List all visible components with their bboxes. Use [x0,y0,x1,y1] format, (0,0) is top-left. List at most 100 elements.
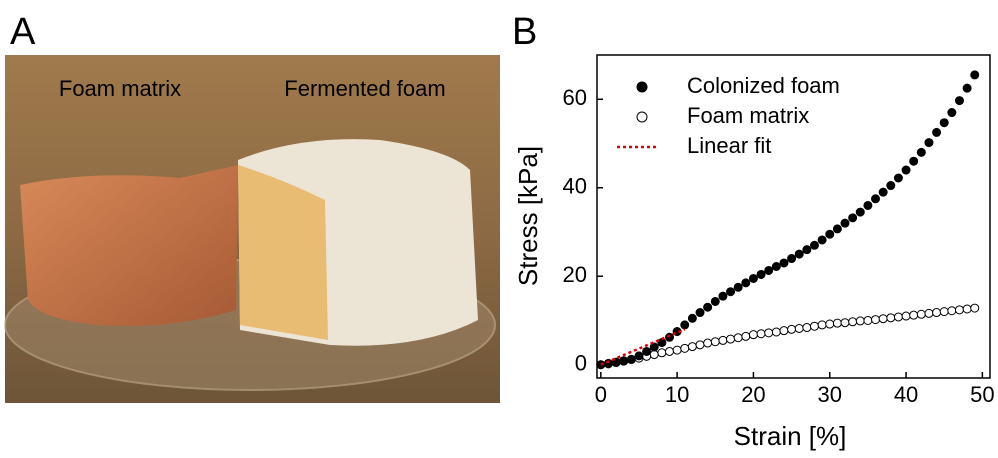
data-point [672,345,682,355]
y-tick-label: 40 [563,174,587,199]
data-point [695,308,705,318]
data-point [619,356,629,366]
data-point [634,351,644,361]
y-tick-label: 20 [563,262,587,287]
data-point [840,218,850,228]
data-point [756,269,766,279]
data-point [893,173,903,183]
data-point [886,313,896,323]
data-point [779,326,789,336]
x-tick-label: 20 [741,382,765,407]
data-point [718,335,728,345]
data-point [916,147,926,157]
data-point [924,308,934,318]
panel-label: A [10,11,36,53]
data-point [771,327,781,337]
data-point [855,316,865,326]
legend-label: Linear fit [687,133,771,158]
data-point [962,83,972,93]
legend-label: Colonized foam [687,73,840,98]
data-point [947,108,957,118]
data-point [802,323,812,333]
data-point [771,261,781,271]
data-point [703,302,713,312]
data-point [718,291,728,301]
data-point [878,187,888,197]
data-point [657,348,667,358]
data-point [680,343,690,353]
data-point [741,278,751,288]
data-point [710,296,720,306]
data-point [825,229,835,239]
data-point [893,312,903,322]
y-tick-label: 60 [563,85,587,110]
photo [4,55,500,403]
data-point [825,319,835,329]
data-point [664,332,674,342]
data-point [886,181,896,191]
data-point [909,156,919,166]
data-point [764,328,774,338]
data-point [726,334,736,344]
data-point [840,318,850,328]
data-point [855,207,865,217]
x-tick-label: 10 [665,382,689,407]
data-point [680,320,690,330]
data-point [901,311,911,321]
plot-frame [596,54,991,379]
data-point [970,70,980,80]
legend-marker [636,81,648,93]
data-point [962,304,972,314]
data-point [626,354,636,364]
data-point [970,303,980,313]
data-point [794,249,804,259]
data-point [649,342,659,352]
data-point [809,240,819,250]
data-point [642,346,652,356]
data-point [901,165,911,175]
data-point [794,323,804,333]
data-point [932,308,942,318]
data-point [664,346,674,356]
data-point [878,314,888,324]
data-point [947,306,957,316]
data-point [710,337,720,347]
data-point [756,329,766,339]
x-tick-label: 0 [595,382,607,407]
data-point [924,138,934,148]
data-point [817,235,827,245]
data-point [832,318,842,328]
y-tick-label: 0 [575,351,587,376]
data-point [703,338,713,348]
data-point [649,350,659,360]
legend-marker [636,111,648,123]
data-point [909,310,919,320]
data-point [733,282,743,292]
data-point [695,340,705,350]
x-tick-label: 30 [818,382,842,407]
data-point [932,127,942,137]
data-point [748,330,758,340]
data-point [863,200,873,210]
x-axis-label: Strain [%] [734,421,847,451]
y-axis-label: Stress [kPa] [513,146,543,286]
data-point [954,305,964,315]
photo-caption: Fermented foam [284,76,445,101]
data-point [787,254,797,264]
legend-label: Foam matrix [687,103,809,128]
data-point [832,224,842,234]
x-tick-label: 40 [894,382,918,407]
data-point [954,96,964,106]
data-point [817,320,827,330]
data-point [848,213,858,223]
x-tick-label: 50 [970,382,994,407]
data-point [939,307,949,317]
data-point [687,342,697,352]
panel-label: B [512,11,537,53]
data-point [863,315,873,325]
data-point [748,273,758,283]
data-point [726,287,736,297]
data-point [809,321,819,331]
data-point [871,194,881,204]
